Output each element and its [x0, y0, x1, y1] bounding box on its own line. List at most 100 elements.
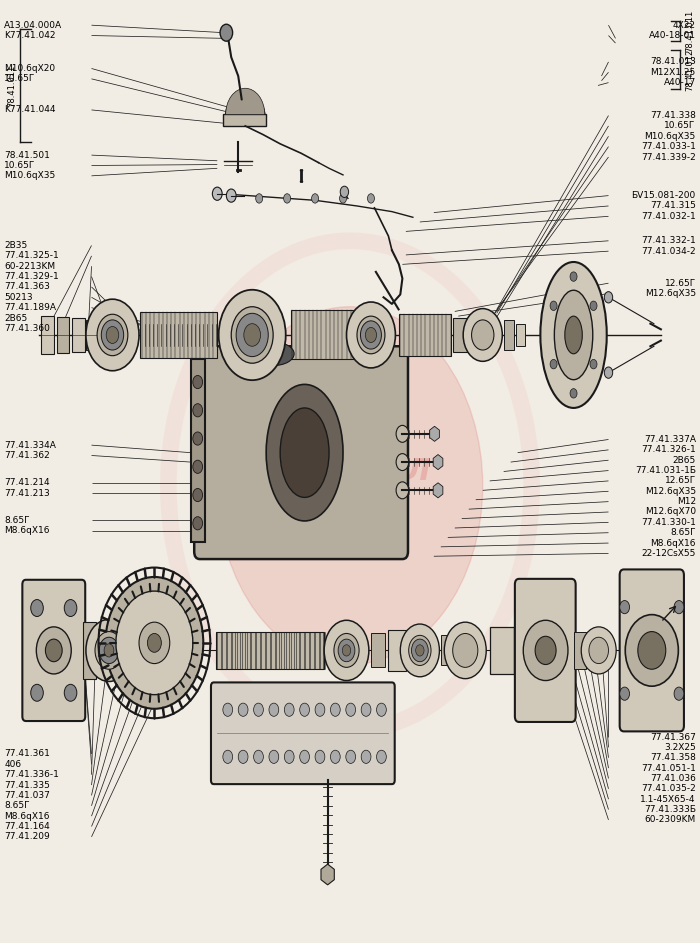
Circle shape	[535, 637, 556, 665]
Circle shape	[357, 316, 385, 354]
Circle shape	[86, 620, 132, 682]
FancyBboxPatch shape	[22, 580, 85, 721]
Text: 77.41.315: 77.41.315	[650, 202, 696, 210]
Ellipse shape	[565, 316, 582, 354]
Ellipse shape	[266, 385, 343, 521]
Wedge shape	[225, 89, 265, 115]
Text: 1.1-45X65-4: 1.1-45X65-4	[640, 795, 696, 803]
Text: 77.41.363: 77.41.363	[4, 283, 50, 291]
Circle shape	[453, 634, 478, 668]
Circle shape	[86, 299, 139, 371]
Bar	[454, 318, 469, 352]
Text: 60-2309KM: 60-2309KM	[645, 816, 696, 824]
Circle shape	[223, 751, 232, 764]
Circle shape	[377, 751, 386, 764]
Circle shape	[102, 320, 124, 350]
Text: M8.6qX16: M8.6qX16	[4, 526, 50, 536]
Circle shape	[284, 193, 290, 203]
Text: 77.41.367: 77.41.367	[650, 733, 696, 741]
Circle shape	[36, 627, 71, 674]
Circle shape	[95, 632, 123, 670]
Text: 77.41.209: 77.41.209	[4, 833, 50, 841]
Bar	[290, 310, 354, 359]
Text: M8.6qX16: M8.6qX16	[4, 812, 50, 820]
Text: 2B35: 2B35	[4, 241, 27, 250]
Circle shape	[368, 193, 374, 203]
Text: M10.6qX35: M10.6qX35	[645, 132, 696, 141]
Circle shape	[360, 321, 382, 349]
Circle shape	[412, 639, 428, 662]
Bar	[389, 630, 406, 671]
Text: M12.6qX35: M12.6qX35	[645, 290, 696, 298]
Text: 8.65Г: 8.65Г	[670, 528, 696, 538]
Text: 8.65Г: 8.65Г	[4, 802, 30, 810]
Text: M12.6qX70: M12.6qX70	[645, 507, 696, 517]
Text: 8.65Г: 8.65Г	[4, 516, 30, 525]
Text: 77.41.360: 77.41.360	[4, 323, 50, 333]
Text: K77.41.044: K77.41.044	[4, 106, 56, 114]
Circle shape	[238, 703, 248, 717]
Circle shape	[581, 627, 616, 674]
Circle shape	[400, 624, 440, 677]
Text: 78.41.012: 78.41.012	[685, 48, 694, 91]
Text: 22-12CsX55: 22-12CsX55	[641, 549, 696, 558]
Text: 77.41.031-1Б: 77.41.031-1Б	[635, 466, 696, 475]
Circle shape	[570, 389, 577, 398]
Circle shape	[338, 639, 355, 662]
Circle shape	[570, 272, 577, 281]
Text: 77.41.361: 77.41.361	[4, 750, 50, 758]
Text: M10.6qX20: M10.6qX20	[4, 64, 55, 73]
Circle shape	[253, 751, 263, 764]
Circle shape	[674, 687, 684, 701]
Circle shape	[330, 703, 340, 717]
Text: 77.41.325-1: 77.41.325-1	[4, 252, 59, 260]
Bar	[517, 323, 525, 346]
Text: 77.41.214: 77.41.214	[4, 478, 50, 488]
Bar	[441, 636, 454, 666]
Bar	[72, 318, 85, 352]
Circle shape	[315, 751, 325, 764]
Circle shape	[396, 482, 409, 499]
Text: БV15.081-200: БV15.081-200	[631, 191, 696, 200]
Text: A40-17: A40-17	[664, 78, 696, 87]
Bar	[57, 317, 69, 353]
Circle shape	[193, 404, 202, 417]
Circle shape	[139, 622, 170, 664]
Text: 77.41.333Б: 77.41.333Б	[644, 805, 696, 814]
Circle shape	[269, 703, 279, 717]
Text: 77.41.213: 77.41.213	[4, 488, 50, 498]
Text: 12.65Г: 12.65Г	[664, 279, 696, 288]
Text: 77.41.334A: 77.41.334A	[4, 440, 56, 450]
FancyBboxPatch shape	[620, 570, 684, 732]
Text: 50213: 50213	[4, 293, 33, 302]
Text: M8.6qX16: M8.6qX16	[650, 538, 696, 548]
Circle shape	[116, 591, 192, 695]
Circle shape	[284, 751, 294, 764]
Bar	[573, 632, 586, 670]
Text: 2B65: 2B65	[4, 313, 27, 323]
Text: 77.41.362: 77.41.362	[4, 451, 50, 460]
Circle shape	[346, 751, 356, 764]
Circle shape	[64, 685, 77, 702]
Circle shape	[524, 620, 568, 681]
Circle shape	[409, 636, 431, 666]
Text: 406: 406	[4, 760, 21, 769]
Bar	[490, 627, 514, 674]
Circle shape	[550, 359, 557, 369]
Circle shape	[334, 634, 359, 668]
Circle shape	[416, 645, 424, 656]
Circle shape	[193, 488, 202, 502]
Circle shape	[218, 290, 286, 380]
Text: 77.41.358: 77.41.358	[650, 753, 696, 762]
Circle shape	[256, 193, 262, 203]
Circle shape	[550, 301, 557, 310]
Text: 10.65Г: 10.65Г	[4, 161, 36, 170]
Circle shape	[620, 601, 629, 614]
Bar	[216, 632, 324, 670]
Bar	[504, 320, 514, 350]
Text: 77.41.337A: 77.41.337A	[644, 435, 696, 444]
Circle shape	[64, 600, 77, 617]
Text: 77.41.189A: 77.41.189A	[4, 303, 56, 312]
Text: 60-2213KM: 60-2213KM	[4, 262, 55, 271]
Text: A13.04.000A: A13.04.000A	[4, 21, 62, 29]
